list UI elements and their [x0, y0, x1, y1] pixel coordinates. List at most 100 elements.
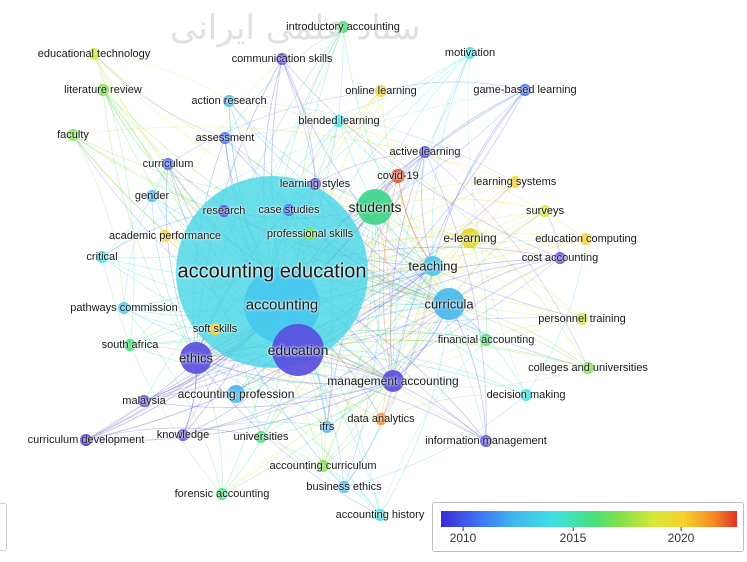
label-motivation[interactable]: motivation: [444, 47, 496, 59]
label-soft-skills[interactable]: soft skills: [192, 323, 238, 335]
node-accounting[interactable]: [244, 267, 320, 343]
label-business-ethics[interactable]: business ethics: [306, 481, 382, 493]
node-education[interactable]: [272, 324, 324, 376]
label-e-learning[interactable]: e-learning: [443, 231, 497, 245]
label-accounting[interactable]: accounting: [245, 296, 319, 314]
node-decision-making[interactable]: [520, 389, 532, 401]
label-curriculum[interactable]: curriculum: [142, 158, 194, 170]
label-accounting-curriculum[interactable]: accounting curriculum: [269, 460, 377, 472]
label-decision-making[interactable]: decision making: [486, 389, 566, 401]
label-action-research[interactable]: action research: [191, 95, 267, 107]
label-curriculum-development[interactable]: curriculum development: [27, 434, 145, 446]
node-financial-accounting[interactable]: [480, 334, 492, 346]
label-universities[interactable]: universities: [233, 431, 289, 443]
label-surveys[interactable]: surveys: [526, 205, 564, 217]
label-information-management[interactable]: information management: [425, 435, 547, 447]
node-learning-styles[interactable]: [309, 178, 321, 190]
node-motivation[interactable]: [464, 47, 476, 59]
label-critical[interactable]: critical: [86, 251, 118, 263]
node-curriculum[interactable]: [162, 158, 174, 170]
label-online-learning[interactable]: online learning: [345, 85, 417, 97]
node-communication-skills[interactable]: [276, 53, 288, 65]
label-education-computing[interactable]: education computing: [535, 233, 637, 245]
node-knowledge[interactable]: [177, 429, 189, 441]
label-teaching[interactable]: teaching: [408, 258, 458, 274]
label-case-studies[interactable]: case studies: [258, 204, 320, 216]
node-faculty[interactable]: [67, 129, 79, 141]
node-literature-review[interactable]: [97, 84, 109, 96]
label-accounting-history[interactable]: accounting history: [335, 509, 425, 521]
label-introductory-accounting[interactable]: introductory accounting: [286, 21, 400, 33]
node-surveys[interactable]: [539, 205, 551, 217]
label-professional-skills[interactable]: professional skills: [266, 228, 354, 240]
label-game-based-learning[interactable]: game-based learning: [473, 84, 577, 96]
node-learning-systems[interactable]: [509, 176, 521, 188]
node-critical[interactable]: [96, 251, 108, 263]
node-e-learning[interactable]: [460, 228, 480, 248]
node-soft-skills[interactable]: [209, 323, 221, 335]
label-ethics[interactable]: ethics: [179, 350, 213, 366]
node-gender[interactable]: [146, 190, 158, 202]
node-professional-skills[interactable]: [304, 228, 316, 240]
label-forensic-accounting[interactable]: forensic accounting: [174, 488, 270, 500]
node-colleges-and-universities[interactable]: [582, 362, 594, 374]
label-assessment[interactable]: assessment: [195, 132, 255, 144]
node-accounting-curriculum[interactable]: [317, 460, 329, 472]
node-information-management[interactable]: [480, 435, 492, 447]
node-academic-performance[interactable]: [159, 230, 171, 242]
node-educational-technology[interactable]: [88, 48, 100, 60]
label-malaysia[interactable]: malaysia: [122, 395, 166, 407]
node-accounting-profession[interactable]: [227, 385, 245, 403]
node-forensic-accounting[interactable]: [216, 488, 228, 500]
node-personnel-training[interactable]: [576, 313, 588, 325]
node-teaching[interactable]: [423, 256, 443, 276]
node-south-africa[interactable]: [124, 339, 136, 351]
label-literature-review[interactable]: literature review: [64, 84, 142, 96]
label-accounting-education[interactable]: accounting education: [177, 260, 367, 283]
label-data-analytics[interactable]: data analytics: [347, 413, 415, 425]
node-students[interactable]: [357, 189, 393, 225]
node-game-based-learning[interactable]: [519, 84, 531, 96]
node-universities[interactable]: [255, 431, 267, 443]
label-academic-performance[interactable]: academic performance: [109, 230, 221, 242]
node-management-accounting[interactable]: [382, 370, 404, 392]
node-education-computing[interactable]: [580, 233, 592, 245]
label-cost-accounting[interactable]: cost accounting: [521, 252, 599, 264]
label-curricula[interactable]: curricula: [424, 296, 474, 312]
label-covid-19[interactable]: covid-19: [377, 170, 419, 182]
label-learning-systems[interactable]: learning systems: [473, 176, 557, 188]
node-action-research[interactable]: [223, 95, 235, 107]
label-gender[interactable]: gender: [134, 190, 170, 202]
label-knowledge[interactable]: knowledge: [156, 429, 210, 441]
label-active-learning[interactable]: active learning: [389, 146, 461, 158]
label-south-africa[interactable]: south africa: [101, 339, 159, 351]
label-management-accounting[interactable]: management accounting: [327, 374, 459, 388]
node-business-ethics[interactable]: [338, 481, 350, 493]
label-education[interactable]: education: [267, 342, 329, 358]
label-financial-accounting[interactable]: financial accounting: [437, 334, 535, 346]
node-curricula[interactable]: [433, 288, 465, 320]
node-data-analytics[interactable]: [375, 413, 387, 425]
label-faculty[interactable]: faculty: [57, 129, 89, 141]
node-curriculum-development[interactable]: [80, 434, 92, 446]
label-ifrs[interactable]: ifrs: [319, 421, 335, 433]
label-learning-styles[interactable]: learning styles: [279, 178, 351, 190]
label-accounting-profession[interactable]: accounting profession: [177, 387, 295, 401]
label-blended-learning[interactable]: blended learning: [298, 115, 380, 127]
node-ifrs[interactable]: [321, 421, 333, 433]
node-pathways-commission[interactable]: [118, 302, 130, 314]
label-educational-technology[interactable]: educational technology: [37, 48, 151, 60]
label-communication-skills[interactable]: communication skills: [231, 53, 333, 65]
node-cost-accounting[interactable]: [554, 252, 566, 264]
node-assessment[interactable]: [219, 132, 231, 144]
node-research[interactable]: [218, 205, 230, 217]
node-online-learning[interactable]: [375, 85, 387, 97]
label-students[interactable]: students: [348, 199, 402, 215]
node-blended-learning[interactable]: [333, 115, 345, 127]
label-research[interactable]: research: [202, 205, 246, 217]
node-case-studies[interactable]: [283, 204, 295, 216]
label-personnel-training[interactable]: personnel training: [538, 313, 626, 325]
node-introductory-accounting[interactable]: [337, 21, 349, 33]
label-colleges-and-universities[interactable]: colleges and universities: [528, 362, 648, 374]
label-pathways-commission[interactable]: pathways commission: [70, 302, 178, 314]
